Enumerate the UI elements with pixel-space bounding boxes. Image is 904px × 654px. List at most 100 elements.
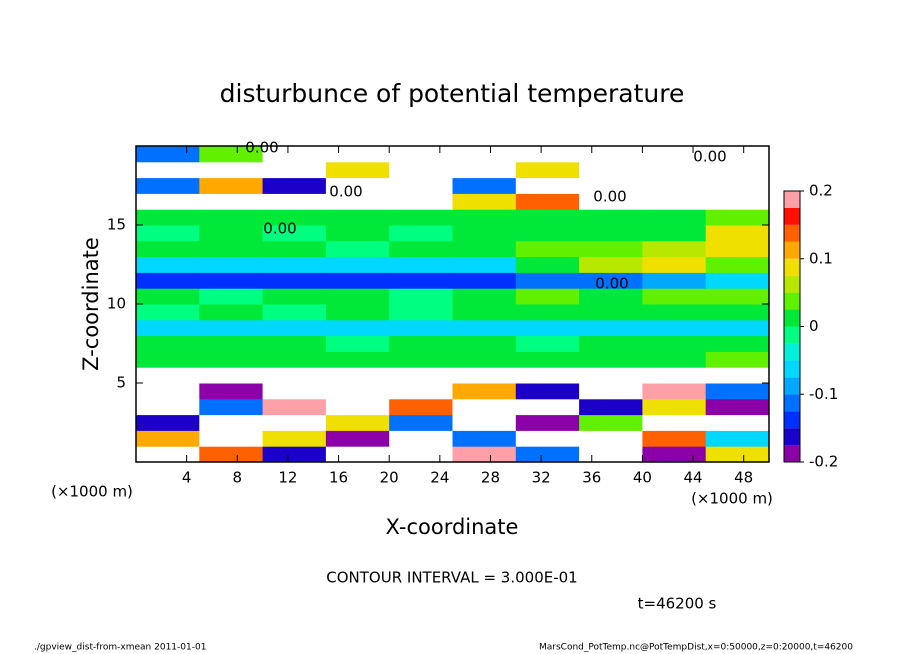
heat-cell	[452, 209, 517, 226]
heat-cell	[325, 177, 390, 194]
heat-cell	[136, 209, 200, 226]
y-tick-label: 15	[107, 216, 126, 234]
heat-cell	[136, 304, 200, 321]
heat-cell	[389, 209, 453, 226]
heat-cell	[136, 367, 200, 384]
heat-cell	[136, 446, 200, 463]
heat-cell	[452, 225, 517, 242]
heat-cell	[325, 240, 390, 258]
heat-cell	[262, 398, 327, 416]
colorbar-swatch	[784, 394, 800, 412]
heat-cell	[515, 288, 580, 305]
heat-cell	[642, 209, 707, 226]
heat-cell	[199, 335, 264, 352]
heat-cell	[579, 446, 643, 463]
heat-cell	[579, 256, 643, 273]
heat-cell	[452, 193, 517, 210]
heat-cell	[389, 256, 453, 273]
heat-cell	[325, 383, 390, 400]
heat-cell	[199, 177, 264, 194]
footer-right: MarsCond_PotTemp.nc@PotTempDist,x=0:5000…	[539, 643, 853, 653]
heat-cell	[515, 319, 580, 337]
heat-cell	[579, 193, 643, 210]
heat-cell	[705, 288, 770, 305]
heat-cell	[389, 319, 453, 337]
chart-title: disturbunce of potential temperature	[220, 79, 685, 108]
colorbar-swatch	[784, 275, 800, 293]
heat-cell	[705, 414, 770, 431]
x-tick-label: 4	[182, 469, 192, 487]
heat-cell	[515, 193, 580, 210]
heat-cell	[325, 256, 390, 273]
heat-cell	[262, 367, 327, 384]
colorbar-swatch	[784, 343, 800, 361]
heat-cell	[515, 383, 580, 400]
colorbar-swatch	[784, 377, 800, 395]
heat-cell	[579, 209, 643, 226]
heat-cell	[705, 161, 770, 179]
heat-cell	[452, 177, 517, 194]
colorbar-swatch	[784, 411, 800, 429]
heat-cell	[705, 272, 770, 289]
time-label: t=46200 s	[638, 595, 717, 613]
heat-cell	[642, 272, 707, 289]
heat-cell	[642, 193, 707, 210]
heat-cell	[262, 446, 327, 463]
heat-cell	[705, 446, 770, 463]
x-tick-label: 44	[683, 469, 702, 487]
heat-cell	[325, 272, 390, 289]
x-axis-label: X-coordinate	[386, 515, 519, 539]
heat-cell	[579, 351, 643, 368]
heat-cell	[136, 146, 200, 163]
heat-cell	[452, 304, 517, 321]
heat-cell	[262, 193, 327, 210]
heat-cell	[642, 161, 707, 179]
heat-cell	[705, 383, 770, 400]
heat-cell	[515, 225, 580, 242]
heat-cell	[579, 304, 643, 321]
heat-cell	[389, 414, 453, 431]
heat-cell	[642, 288, 707, 305]
heat-cell	[325, 367, 390, 384]
x-tick-label: 28	[481, 469, 500, 487]
heat-cell	[325, 209, 390, 226]
heat-cell	[199, 240, 264, 258]
contour-label: 0.00	[245, 139, 278, 157]
heat-cell	[515, 351, 580, 368]
heat-cell	[262, 319, 327, 337]
contour-label: 0.00	[595, 275, 628, 293]
x-tick-label: 16	[329, 469, 348, 487]
heat-cell	[579, 146, 643, 163]
x-tick-label: 20	[380, 469, 399, 487]
heat-cell	[642, 383, 707, 400]
heat-cell	[325, 398, 390, 416]
heat-cell	[579, 272, 643, 289]
heat-cell	[325, 304, 390, 321]
heat-cell	[579, 335, 643, 352]
heat-cell	[199, 272, 264, 289]
heat-cell	[262, 335, 327, 352]
heat-cell	[515, 335, 580, 352]
heat-cell	[515, 240, 580, 258]
heat-cell	[515, 146, 580, 163]
heat-cell	[452, 398, 517, 416]
heat-cell	[642, 256, 707, 273]
heat-cell	[642, 177, 707, 194]
heat-cell	[262, 351, 327, 368]
heat-cell	[642, 304, 707, 321]
heat-cell	[389, 161, 453, 179]
heat-cell	[515, 256, 580, 273]
colorbar-swatch	[784, 207, 800, 225]
heat-cell	[199, 225, 264, 242]
heat-cell	[642, 335, 707, 352]
heat-cell	[452, 161, 517, 179]
colorbar-swatch	[784, 360, 800, 378]
heat-cell	[515, 272, 580, 289]
heat-cell	[389, 383, 453, 400]
heat-cell	[389, 146, 453, 163]
heat-cell	[262, 240, 327, 258]
x-tick-label: 40	[633, 469, 652, 487]
contour-label: 0.00	[263, 220, 296, 238]
heat-cell	[452, 319, 517, 337]
x-unit: (×1000 m)	[691, 490, 773, 508]
